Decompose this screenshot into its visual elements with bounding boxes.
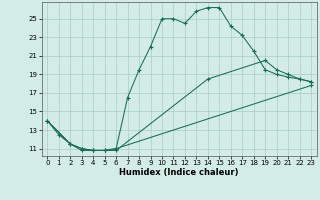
X-axis label: Humidex (Indice chaleur): Humidex (Indice chaleur) (119, 168, 239, 177)
